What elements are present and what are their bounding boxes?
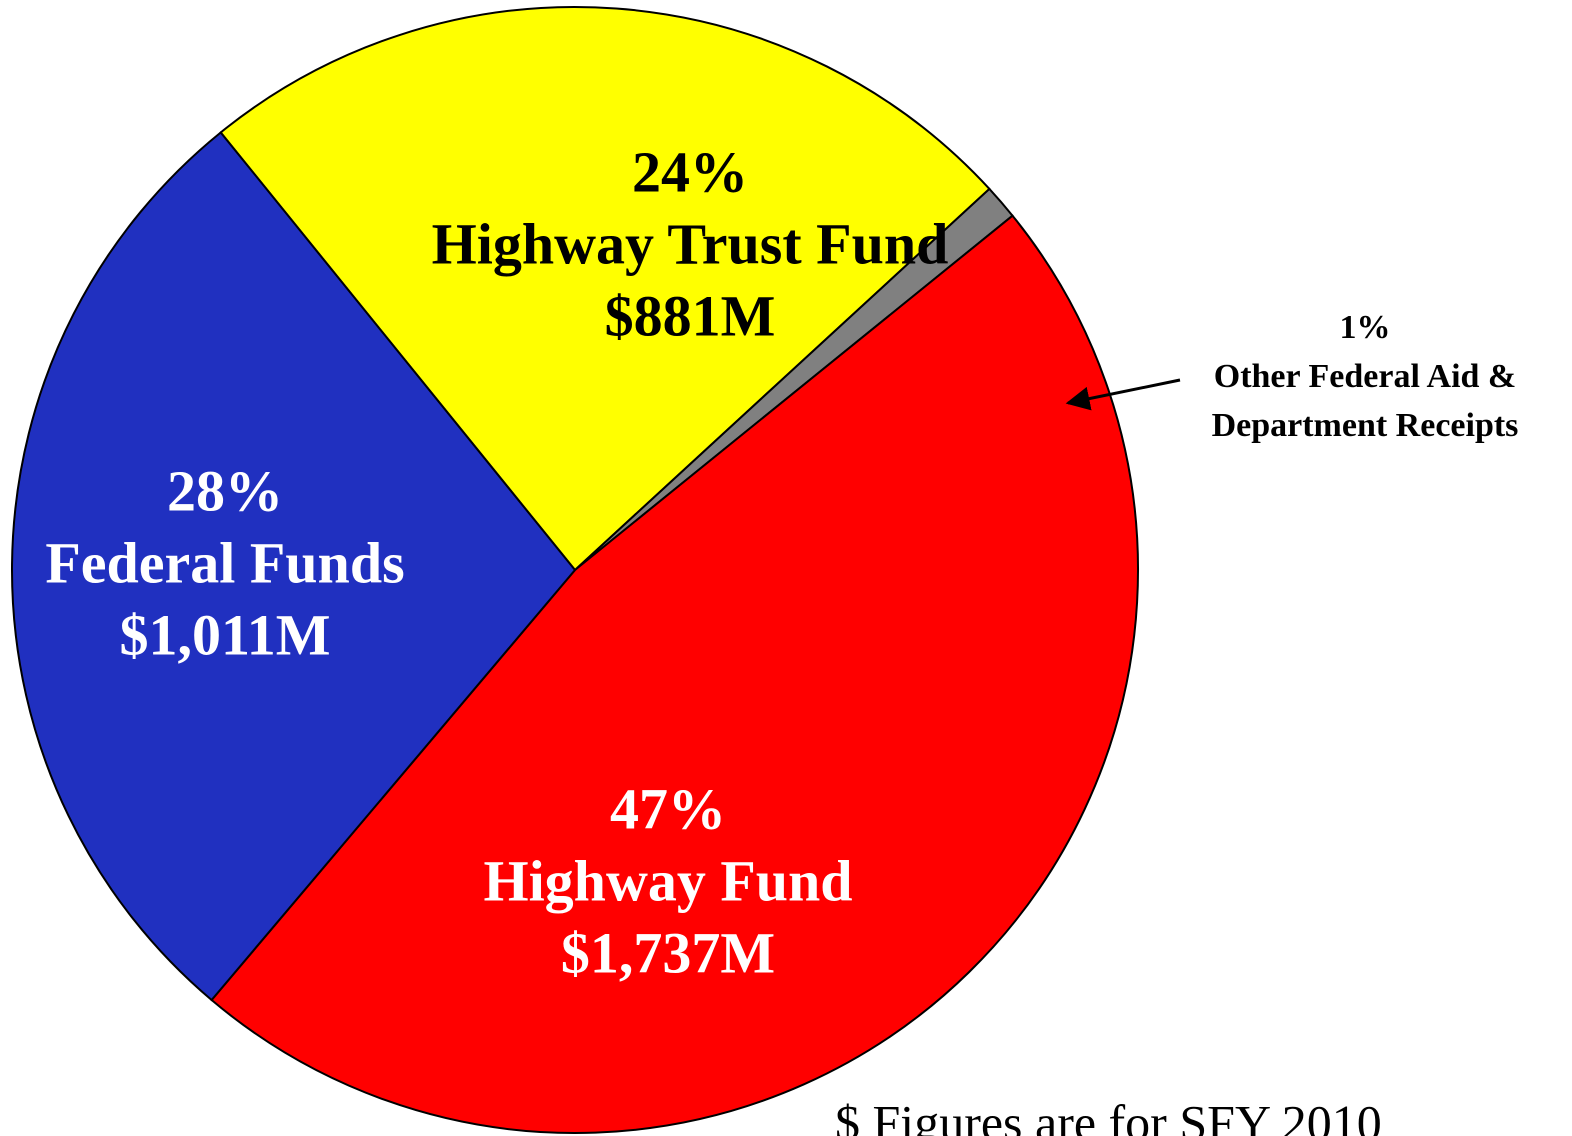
slice-percent: 24% [632,139,748,204]
slice-name: Federal Funds [45,530,404,595]
pie-slice [219,6,991,572]
slice-name-line: Department Receipts [1212,407,1519,444]
slice-percent: 28% [167,458,283,523]
callout-arrow [1065,378,1181,411]
slice-amount: $1,737M [561,920,775,985]
slice-name: Highway Fund [483,848,852,913]
slice-amount: $1,011M [119,602,330,667]
pie-slice [11,131,577,1002]
slice-amount: $881M [605,283,776,348]
slice-name: Other Federal Aid & Department Receipts [1212,358,1519,444]
slice-name-line: Other Federal Aid & [1214,358,1517,395]
footnote: $ Figures are for SFY 2010 [835,1094,1382,1136]
pie-slice [210,214,1139,1134]
slice-percent: 1% [1340,309,1391,346]
pie [11,6,1139,1134]
slice-name: Highway Trust Fund [432,211,949,276]
slice-percent: 47% [610,776,726,841]
